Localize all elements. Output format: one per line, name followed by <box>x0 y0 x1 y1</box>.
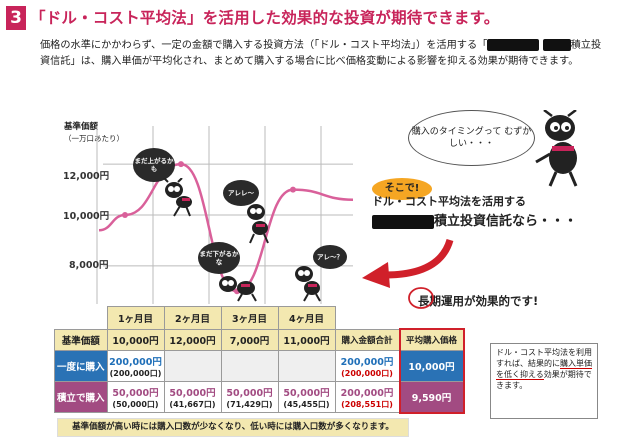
side-note-box: ドル・コスト平均法を利用すれば、結果的に購入単価を低く抑える効果が期待できます。 <box>490 343 598 419</box>
regular-avg-price: 9,590円 <box>398 381 465 414</box>
data-point-2 <box>178 161 184 168</box>
regular-units-2: (41,667口) <box>169 399 216 409</box>
side-note-text-1: ドル・コスト平均法を利用すれば、結果的に <box>496 348 592 368</box>
lump-avg-price: 10,000円 <box>398 350 465 382</box>
redacted-fund-name <box>487 39 540 51</box>
regular-units-1: (50,000口) <box>112 399 159 409</box>
ant-character-icon-2 <box>247 204 269 244</box>
lump-total: 200,000円 (200,000口) <box>334 350 400 382</box>
page-title: 「ドル・コスト平均法」を活用した効果的な投資が期待できます。 <box>30 9 500 27</box>
regular-units-3: (71,429口) <box>226 399 273 409</box>
lump-cell-1: 200,000円 (200,000口) <box>106 350 165 382</box>
bubble-are: アレ～？ <box>313 245 347 269</box>
ant-character-icon-3 <box>219 276 257 302</box>
intro-text-2: 積立投資信託」は、購入単価が平均化され、まとめて購入する場合に比べ価格変動による… <box>40 40 602 67</box>
row-label-regular: 積立で購入 <box>54 381 108 413</box>
header-price-4: 11,000円 <box>277 328 336 351</box>
chart-points <box>122 161 296 295</box>
data-point-4 <box>290 186 296 193</box>
data-point-1 <box>122 212 128 218</box>
header-price-3: 7,000円 <box>220 328 279 351</box>
y-axis-unit: （一万口あたり） <box>64 134 124 143</box>
month-3: 3ヶ月目 <box>220 306 279 330</box>
regular-amount-1: 50,000円 <box>112 387 159 399</box>
regular-total-units: (208,551口) <box>341 399 393 409</box>
chart-y-axis-title: 基準価額 （一万口あたり） <box>64 122 124 145</box>
circle-highlight-icon <box>408 287 434 309</box>
curved-arrow-icon <box>362 238 454 288</box>
thinking-ant-icon <box>535 110 578 187</box>
intro-text-1: 価格の水準にかかわらず、一定の金額で購入する投資方法（「ドル・コスト平均法」）を… <box>40 40 488 51</box>
month-2: 2ヶ月目 <box>163 306 222 330</box>
lump-cell-4 <box>277 350 336 382</box>
redacted-fund-name-2 <box>542 39 571 51</box>
y-tick-10000: 10,000円 <box>63 211 110 222</box>
intro-paragraph: 価格の水準にかかわらず、一定の金額で購入する投資方法（「ドル・コスト平均法」）を… <box>40 38 605 70</box>
regular-total: 200,000円 (208,551口) <box>334 381 400 413</box>
ant-character-icon-4 <box>295 266 321 302</box>
lump-units-1: (200,000口) <box>109 368 162 378</box>
regular-amount-4: 50,000円 <box>283 387 330 399</box>
table-row: 一度に購入 200,000円 (200,000口) 200,000円 (200,… <box>54 350 465 382</box>
bubble-still-falling: まだ下がるかな <box>198 242 240 274</box>
lump-cell-3 <box>220 350 279 382</box>
side-note-text-2: 効果が期待できます。 <box>496 370 592 390</box>
regular-cell-1: 50,000円 (50,000口) <box>106 381 165 413</box>
regular-amount-2: 50,000円 <box>169 387 216 399</box>
lump-cell-2 <box>163 350 222 382</box>
y-tick-8000: 8,000円 <box>69 260 109 271</box>
sokode-label: そこで! <box>372 178 432 200</box>
regular-total-amount: 200,000円 <box>340 387 394 399</box>
row-label-lump: 一度に購入 <box>54 350 108 382</box>
long-term-heading: 長期運用が効果的です! <box>418 294 539 308</box>
regular-units-4: (45,455口) <box>283 399 330 409</box>
ant-character-icon <box>163 178 192 217</box>
promo-line-1: ドル・コスト平均法を活用する <box>372 195 526 208</box>
regular-amount-3: 50,000円 <box>226 387 273 399</box>
bubble-still-rising: まだ上がるかも <box>133 148 175 182</box>
redacted-fund-name-3 <box>372 214 434 229</box>
section-number-badge: 3 <box>6 6 26 30</box>
regular-cell-4: 50,000円 (45,455口) <box>277 381 336 413</box>
month-4: 4ヶ月目 <box>277 306 336 330</box>
lump-total-units: (200,000口) <box>341 368 393 378</box>
header-base-price: 基準価額 <box>54 328 108 351</box>
table-row: 積立で購入 50,000円 (50,000口) 50,000円 (41,667口… <box>54 381 465 414</box>
footer-note: 基準価額が高い時には購入口数が少なくなり、低い時には購入口数が多くなります。 <box>57 418 409 437</box>
y-axis-label: 基準価額 <box>64 122 99 132</box>
lump-amount-1: 200,000円 <box>109 356 162 368</box>
y-tick-12000: 12,000円 <box>63 171 110 182</box>
timing-speech-bubble: 購入のタイミングって むずかしい・・・ <box>408 110 535 166</box>
comparison-table: 1ヶ月目 2ヶ月目 3ヶ月目 4ヶ月目 基準価額 10,000円 12,000円… <box>54 306 465 414</box>
side-note-emphasis: 購入単価を低く抑える <box>496 359 592 380</box>
bubble-arere: アレレ～ <box>223 180 259 206</box>
promo-text: ドル・コスト平均法を活用する 積立投資信託なら・・・ <box>372 192 602 232</box>
regular-cell-2: 50,000円 (41,667口) <box>163 381 222 413</box>
header-avg-price: 平均購入価格 <box>398 328 465 351</box>
promo-line-2: 積立投資信託なら・・・ <box>372 212 602 232</box>
header-row: 基準価額 10,000円 12,000円 7,000円 11,000円 購入金額… <box>54 328 465 351</box>
lump-total-amount: 200,000円 <box>340 356 394 368</box>
month-row: 1ヶ月目 2ヶ月目 3ヶ月目 4ヶ月目 <box>55 306 464 330</box>
header-price-1: 10,000円 <box>106 328 165 351</box>
header-price-2: 12,000円 <box>163 328 222 351</box>
header-total: 購入金額合計 <box>334 328 400 351</box>
regular-cell-3: 50,000円 (71,429口) <box>220 381 279 413</box>
month-1: 1ヶ月目 <box>106 306 165 330</box>
